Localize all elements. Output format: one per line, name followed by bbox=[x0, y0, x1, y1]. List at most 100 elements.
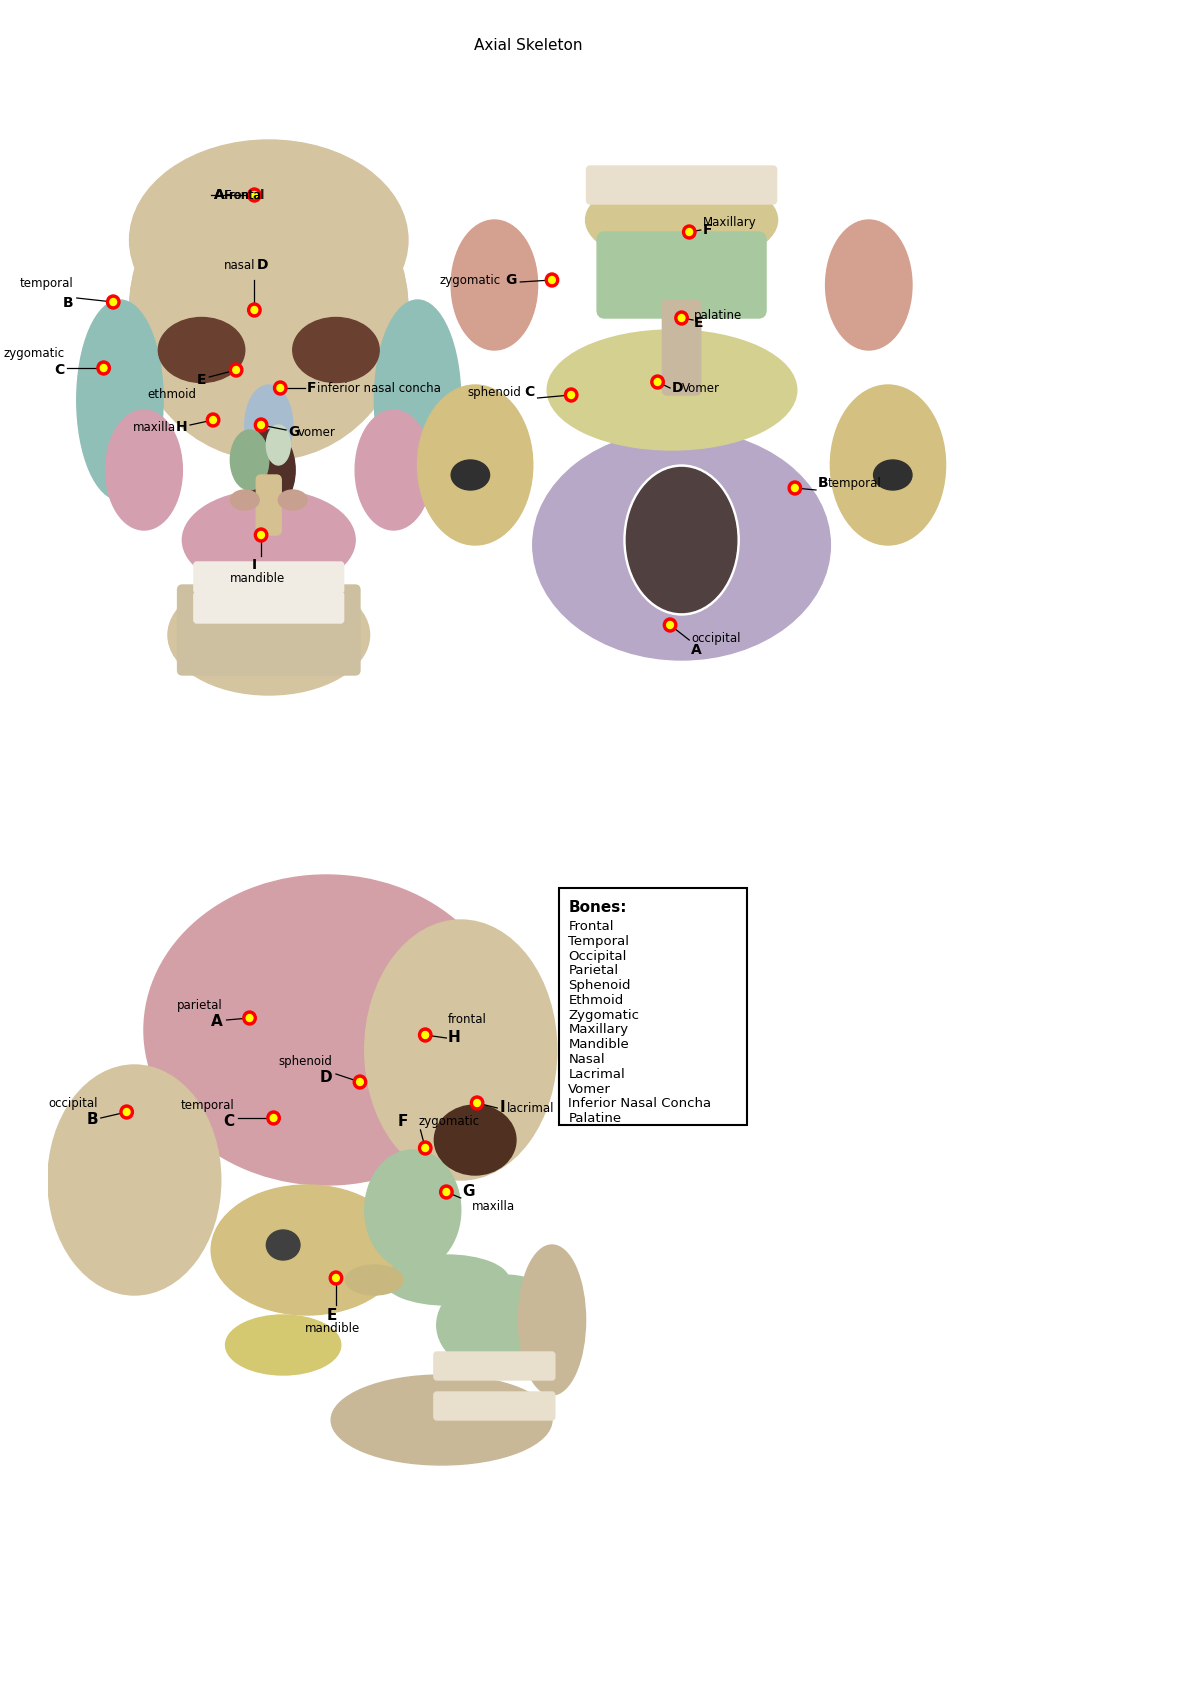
Text: D: D bbox=[672, 380, 684, 396]
Text: E: E bbox=[694, 316, 703, 329]
Circle shape bbox=[353, 1075, 367, 1088]
Text: A: A bbox=[691, 644, 702, 657]
Circle shape bbox=[422, 1031, 428, 1039]
Text: Palatine: Palatine bbox=[569, 1112, 622, 1126]
Circle shape bbox=[674, 311, 689, 324]
Text: I: I bbox=[499, 1100, 505, 1116]
Circle shape bbox=[792, 484, 798, 491]
Circle shape bbox=[419, 1141, 432, 1155]
Ellipse shape bbox=[230, 430, 269, 491]
Text: temporal: temporal bbox=[20, 277, 74, 290]
Circle shape bbox=[474, 1100, 480, 1107]
Circle shape bbox=[548, 277, 556, 284]
Ellipse shape bbox=[211, 1185, 403, 1314]
Text: G: G bbox=[463, 1185, 475, 1199]
Text: Frontal: Frontal bbox=[223, 188, 264, 202]
Text: E: E bbox=[326, 1307, 337, 1323]
FancyBboxPatch shape bbox=[194, 593, 343, 623]
FancyBboxPatch shape bbox=[178, 586, 360, 676]
FancyBboxPatch shape bbox=[559, 888, 746, 1126]
Wedge shape bbox=[130, 165, 408, 455]
Text: Axial Skeleton: Axial Skeleton bbox=[474, 37, 582, 53]
Ellipse shape bbox=[77, 301, 163, 499]
Ellipse shape bbox=[226, 1314, 341, 1375]
Text: Vomer: Vomer bbox=[682, 382, 720, 394]
Text: H: H bbox=[175, 419, 187, 435]
Text: D: D bbox=[257, 258, 269, 272]
Text: Parietal: Parietal bbox=[569, 964, 618, 978]
Text: B: B bbox=[818, 475, 828, 491]
Text: A: A bbox=[214, 188, 224, 202]
Text: Maxillary: Maxillary bbox=[703, 216, 756, 229]
Ellipse shape bbox=[346, 1265, 403, 1296]
Text: vomer: vomer bbox=[298, 426, 336, 438]
FancyBboxPatch shape bbox=[434, 1352, 554, 1380]
Ellipse shape bbox=[130, 160, 408, 460]
Text: temporal: temporal bbox=[180, 1099, 234, 1112]
Circle shape bbox=[439, 1185, 454, 1199]
Circle shape bbox=[242, 1010, 257, 1026]
Ellipse shape bbox=[874, 460, 912, 491]
Circle shape bbox=[246, 1014, 253, 1022]
Text: inferior nasal concha: inferior nasal concha bbox=[317, 382, 440, 394]
Circle shape bbox=[564, 389, 578, 402]
Text: G: G bbox=[505, 273, 516, 287]
FancyBboxPatch shape bbox=[587, 166, 776, 204]
Ellipse shape bbox=[533, 430, 830, 661]
Circle shape bbox=[97, 362, 110, 375]
FancyBboxPatch shape bbox=[257, 475, 281, 535]
Text: occipital: occipital bbox=[691, 632, 740, 645]
Text: F: F bbox=[703, 222, 712, 238]
Circle shape bbox=[124, 1109, 130, 1116]
Text: Zygomatic: Zygomatic bbox=[569, 1009, 640, 1022]
Circle shape bbox=[120, 1105, 133, 1119]
Ellipse shape bbox=[586, 175, 778, 265]
Circle shape bbox=[686, 229, 692, 236]
Ellipse shape bbox=[48, 1065, 221, 1296]
Circle shape bbox=[274, 380, 287, 396]
Text: B: B bbox=[64, 295, 74, 311]
Circle shape bbox=[247, 188, 262, 202]
Circle shape bbox=[332, 1275, 340, 1282]
Text: Sphenoid: Sphenoid bbox=[569, 980, 631, 992]
Ellipse shape bbox=[182, 491, 355, 589]
Text: Temporal: Temporal bbox=[569, 936, 629, 947]
Circle shape bbox=[210, 416, 216, 423]
Ellipse shape bbox=[168, 576, 370, 694]
Text: C: C bbox=[223, 1114, 234, 1129]
Ellipse shape bbox=[355, 409, 432, 530]
FancyBboxPatch shape bbox=[434, 1392, 554, 1420]
Text: B: B bbox=[86, 1112, 98, 1127]
Circle shape bbox=[251, 192, 258, 199]
Text: Frontal: Frontal bbox=[224, 188, 265, 202]
Circle shape bbox=[107, 295, 120, 309]
FancyBboxPatch shape bbox=[662, 301, 701, 396]
Ellipse shape bbox=[626, 467, 737, 613]
Text: Nasal: Nasal bbox=[569, 1053, 605, 1066]
Circle shape bbox=[545, 273, 559, 287]
Text: F: F bbox=[397, 1114, 408, 1129]
Ellipse shape bbox=[437, 1275, 571, 1375]
Text: maxilla: maxilla bbox=[473, 1200, 516, 1212]
Ellipse shape bbox=[365, 920, 557, 1180]
Ellipse shape bbox=[418, 385, 533, 545]
Circle shape bbox=[678, 314, 685, 321]
Text: Occipital: Occipital bbox=[569, 949, 626, 963]
Ellipse shape bbox=[278, 491, 307, 509]
Text: sphenoid: sphenoid bbox=[278, 1054, 332, 1068]
Circle shape bbox=[258, 421, 264, 428]
Text: zygomatic: zygomatic bbox=[440, 273, 502, 287]
Text: frontal: frontal bbox=[448, 1014, 486, 1026]
Circle shape bbox=[650, 375, 665, 389]
Ellipse shape bbox=[547, 329, 797, 450]
Ellipse shape bbox=[106, 409, 182, 530]
Circle shape bbox=[206, 413, 220, 426]
FancyBboxPatch shape bbox=[194, 562, 343, 593]
Text: E: E bbox=[197, 374, 206, 387]
Circle shape bbox=[356, 1078, 364, 1085]
Ellipse shape bbox=[624, 465, 739, 615]
Text: C: C bbox=[54, 363, 65, 377]
Text: sphenoid: sphenoid bbox=[467, 385, 521, 399]
Circle shape bbox=[233, 367, 240, 374]
Circle shape bbox=[470, 1095, 484, 1110]
